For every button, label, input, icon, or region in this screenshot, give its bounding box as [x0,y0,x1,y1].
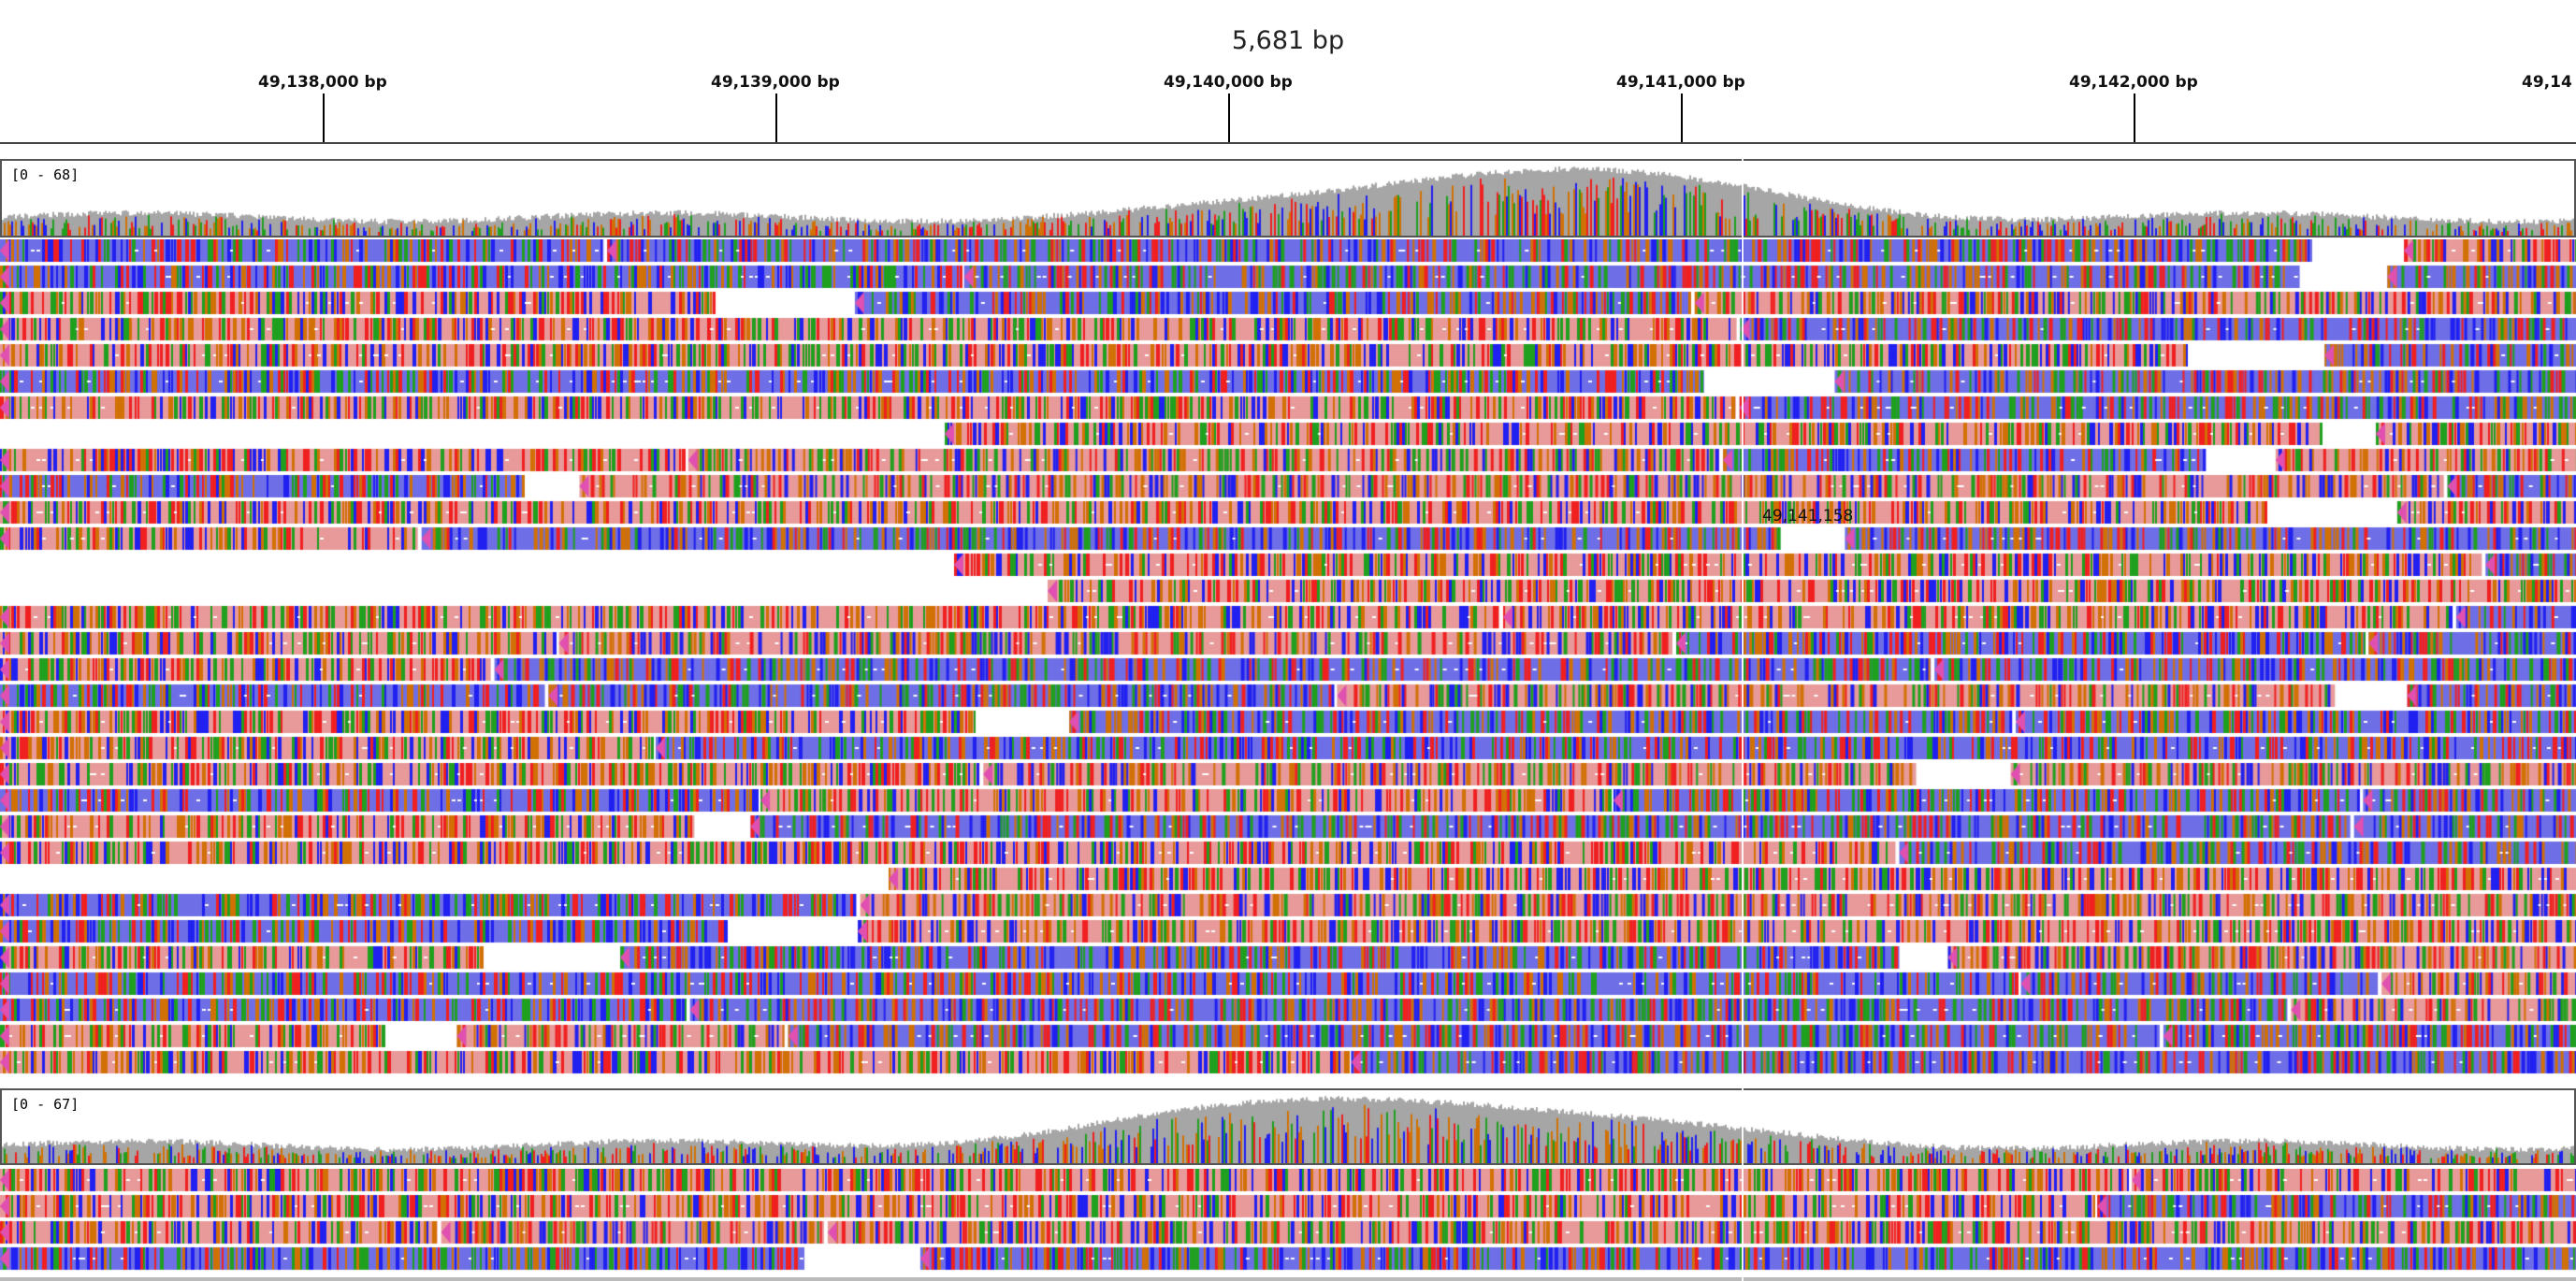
bottom-separator [0,1277,2576,1281]
ruler-tick-label: 49,138,000 bp [258,73,387,92]
ruler-tick-mark [1681,94,1683,142]
read-alignments[interactable] [0,239,2576,1079]
center-position-label: 49,141,158 [1762,507,1854,525]
coverage-range-label: [0 - 67] [11,1096,80,1113]
ruler-tick-label: 49,141,000 bp [1616,73,1745,92]
ruler-baseline [0,142,2576,144]
coverage-track-2[interactable]: [0 - 67] [0,1088,2576,1165]
genome-ruler[interactable]: 5,681 bp 49,138,000 bp 49,139,000 bp 49,… [0,0,2576,151]
coverage-histogram [2,1090,2574,1163]
coverage-range-label: [0 - 68] [11,166,80,183]
coverage-histogram [2,161,2574,236]
ruler-tick-mark [775,94,777,142]
ruler-tick-mark [1228,94,1230,142]
ruler-tick-label: 49,14 [2522,73,2572,92]
ruler-tick-label: 49,140,000 bp [1164,73,1293,92]
alignment-reads-track-1[interactable] [0,239,2576,1079]
ruler-tick-mark [2134,94,2135,142]
ruler-tick-label: 49,139,000 bp [711,73,840,92]
alignment-reads-track-2[interactable] [0,1169,2576,1277]
coverage-track-1[interactable]: [0 - 68] [0,159,2576,237]
ruler-tick-label: 49,142,000 bp [2069,73,2198,92]
ruler-tick-mark [323,94,325,142]
span-length-label: 5,681 bp [1231,26,1345,55]
read-alignments[interactable] [0,1169,2576,1277]
